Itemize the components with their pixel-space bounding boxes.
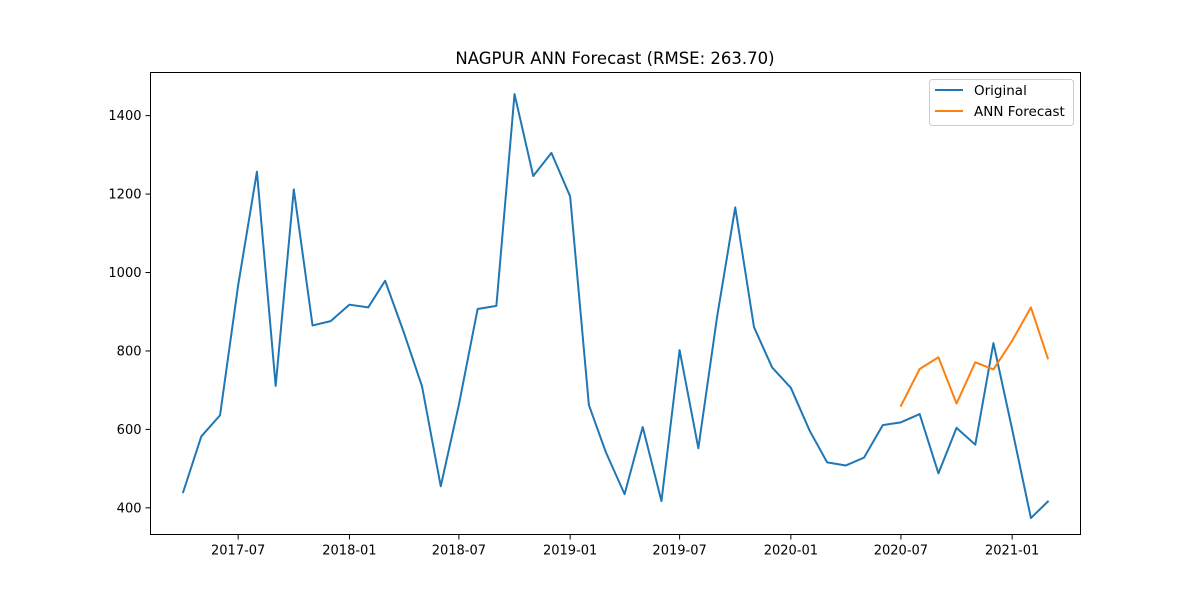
x-tick-label: 2017-07 — [211, 544, 265, 559]
x-tick-label: 2021-01 — [985, 544, 1039, 559]
x-axis: 2017-07 2018-01 2018-07 2019-01 2019-07 2020-… — [211, 534, 1039, 559]
legend-label: Original — [974, 83, 1027, 99]
x-tick-label: 2020-07 — [874, 544, 928, 559]
x-tick-label: 2018-01 — [322, 544, 376, 559]
y-tick-label: 800 — [117, 344, 142, 359]
legend: Original ANN Forecast — [929, 79, 1074, 126]
y-tick-label: 400 — [117, 501, 142, 516]
y-tick-label: 600 — [117, 423, 142, 438]
series-line-original — [181, 93, 1050, 520]
y-tick-label: 1400 — [108, 109, 141, 124]
x-tick-label: 2020-01 — [764, 544, 818, 559]
legend-box — [929, 79, 1074, 126]
legend-label: ANN Forecast — [974, 104, 1065, 120]
axes-frame — [150, 72, 1081, 535]
x-tick-label: 2019-07 — [652, 544, 706, 559]
y-axis: 400 600 800 1000 1200 1400 — [108, 109, 151, 516]
plot-area — [181, 93, 1050, 520]
y-tick-label: 1200 — [108, 188, 141, 203]
y-tick-label: 1000 — [108, 266, 141, 281]
x-tick-label: 2019-01 — [543, 544, 597, 559]
series-line-ann-forecast — [899, 306, 1050, 408]
chart-title: NAGPUR ANN Forecast (RMSE: 263.70) — [455, 49, 774, 68]
x-tick-label: 2018-07 — [432, 544, 486, 559]
